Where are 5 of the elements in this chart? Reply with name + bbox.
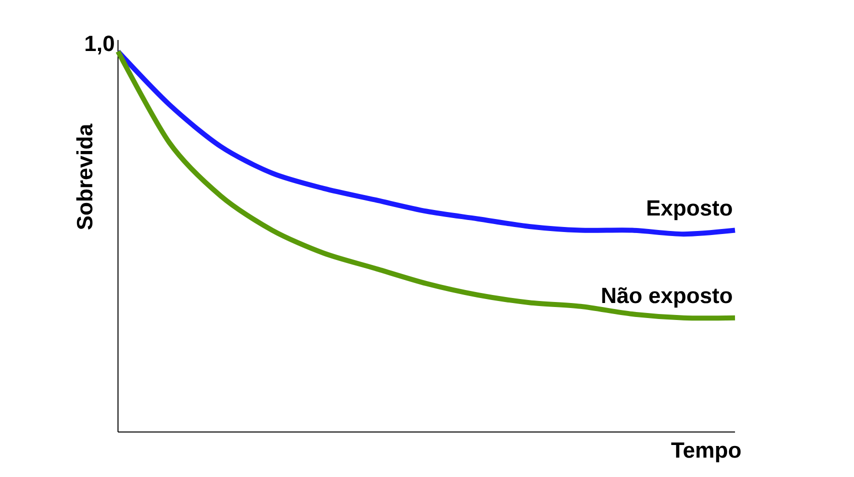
series-label: Exposto (647, 200, 732, 220)
text: 1,0 (86, 36, 114, 54)
y-axis-title: Sobrevida (76, 124, 92, 230)
series-label: Não exposto (602, 287, 732, 308)
x-axis-title: Tempo (671, 442, 741, 462)
